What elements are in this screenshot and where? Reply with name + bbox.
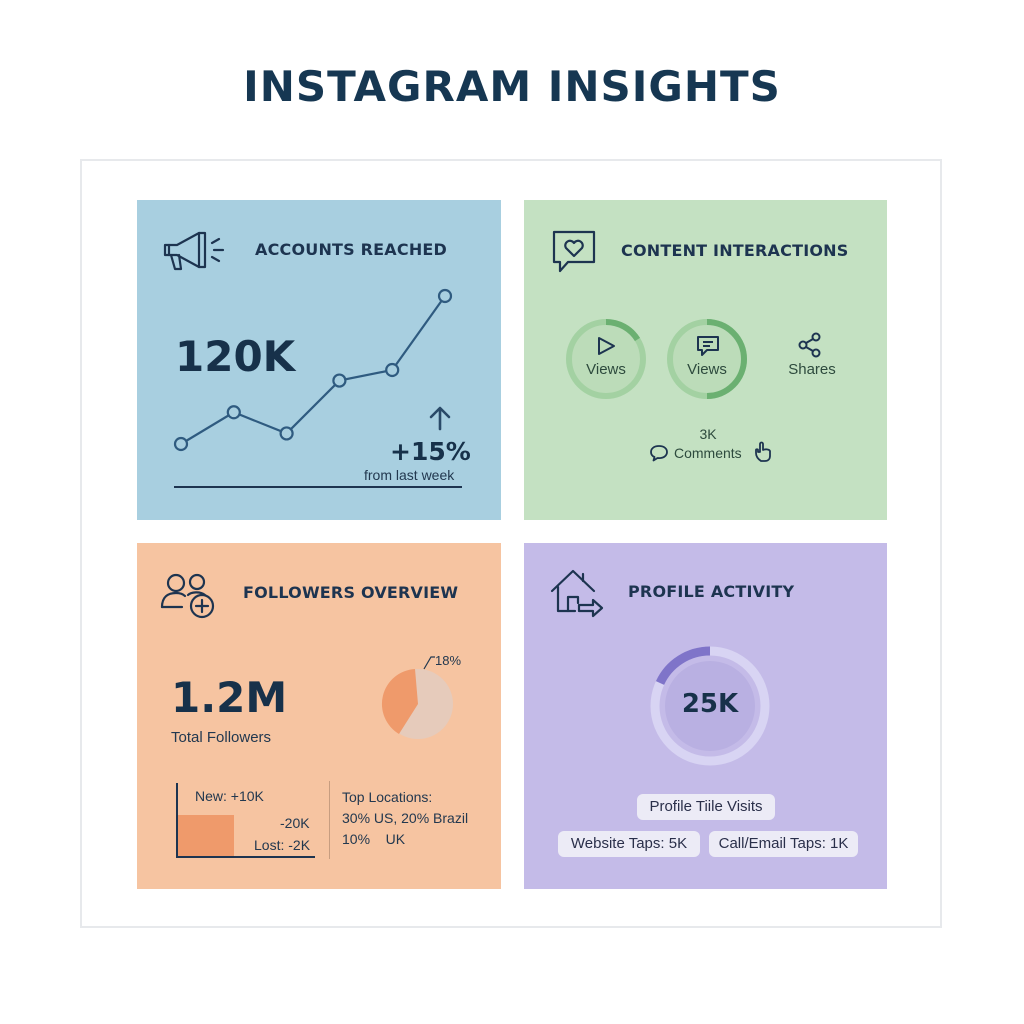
- pie-percent-label: 18%: [435, 653, 462, 668]
- reach-change: +15%: [390, 437, 471, 466]
- views-label-2: Views: [687, 361, 727, 378]
- home-arrow-icon: [550, 569, 604, 618]
- profile-activity-card[interactable]: PROFILE ACTIVITY 25K Profile Tiile Visit…: [524, 543, 887, 889]
- new-followers-label: New: +10K: [195, 788, 264, 804]
- followers-pie-chart: [381, 656, 453, 739]
- top-locations-line2: 10% UK: [342, 831, 406, 847]
- content-interactions-card[interactable]: CONTENT INTERACTIONS Views Views Shares …: [524, 200, 887, 520]
- shares-label: Shares: [788, 361, 836, 378]
- tap-hand-icon: [755, 441, 771, 462]
- divider: [329, 781, 330, 859]
- reach-trend-point: [332, 373, 347, 388]
- website-taps-pill[interactable]: Website Taps: 5K: [558, 831, 700, 857]
- lost-followers-value: -20K: [280, 815, 310, 831]
- profile-activity-value: 25K: [681, 689, 739, 719]
- reach-trend-point: [385, 362, 400, 378]
- add-user-icon: [160, 573, 215, 619]
- heart-message-icon: [552, 230, 596, 273]
- total-followers-value: 1.2M: [171, 673, 288, 722]
- top-locations-title: Top Locations:: [342, 789, 433, 805]
- reach-change-caption: from last week: [364, 467, 455, 483]
- comment-bubble-icon: [650, 445, 668, 462]
- call-email-taps-pill[interactable]: Call/Email Taps: 1K: [709, 831, 858, 857]
- views-label-1: Views: [586, 361, 626, 378]
- new-lost-bar-chart: [176, 783, 315, 858]
- reach-trend-point: [279, 426, 294, 441]
- total-followers-caption: Total Followers: [171, 729, 272, 746]
- comment-icon: [697, 336, 719, 356]
- views-ring-2: [667, 319, 747, 399]
- pie-slice-highlight: [381, 669, 418, 734]
- accounts-reached-value: 120K: [175, 332, 296, 381]
- reach-trend-point: [437, 288, 453, 304]
- lost-followers-label: Lost: -2K: [254, 837, 311, 853]
- reach-trend-point: [173, 436, 189, 452]
- megaphone-icon: [163, 231, 225, 271]
- reach-trend-chart: [173, 288, 462, 488]
- new-followers-bar: [177, 815, 234, 856]
- reach-trend-line: [180, 295, 446, 445]
- profile-activity-title: PROFILE ACTIVITY: [628, 582, 795, 601]
- accounts-reached-title: ACCOUNTS REACHED: [255, 240, 448, 259]
- arrow-up-icon: [429, 406, 451, 431]
- followers-overview-title: FOLLOWERS OVERVIEW: [243, 583, 459, 602]
- content-interactions-title: CONTENT INTERACTIONS: [621, 241, 849, 260]
- page-title: INSTAGRAM INSIGHTS: [243, 62, 781, 111]
- views-ring-1: [566, 318, 646, 399]
- play-icon: [598, 337, 615, 355]
- top-locations-line1: 30% US, 20% Brazil: [342, 810, 469, 826]
- reach-trend-point: [226, 405, 241, 420]
- share-icon[interactable]: [797, 332, 823, 358]
- followers-overview-card[interactable]: FOLLOWERS OVERVIEW 1.2M Total Followers …: [137, 543, 501, 889]
- comments-label: Comments: [674, 445, 742, 461]
- profile-visits-pill[interactable]: Profile Tiile Visits: [637, 794, 775, 820]
- accounts-reached-card[interactable]: ACCOUNTS REACHED 120K +15% from last wee…: [137, 200, 501, 520]
- profile-activity-ring: [650, 646, 770, 766]
- comments-count: 3K: [699, 426, 717, 442]
